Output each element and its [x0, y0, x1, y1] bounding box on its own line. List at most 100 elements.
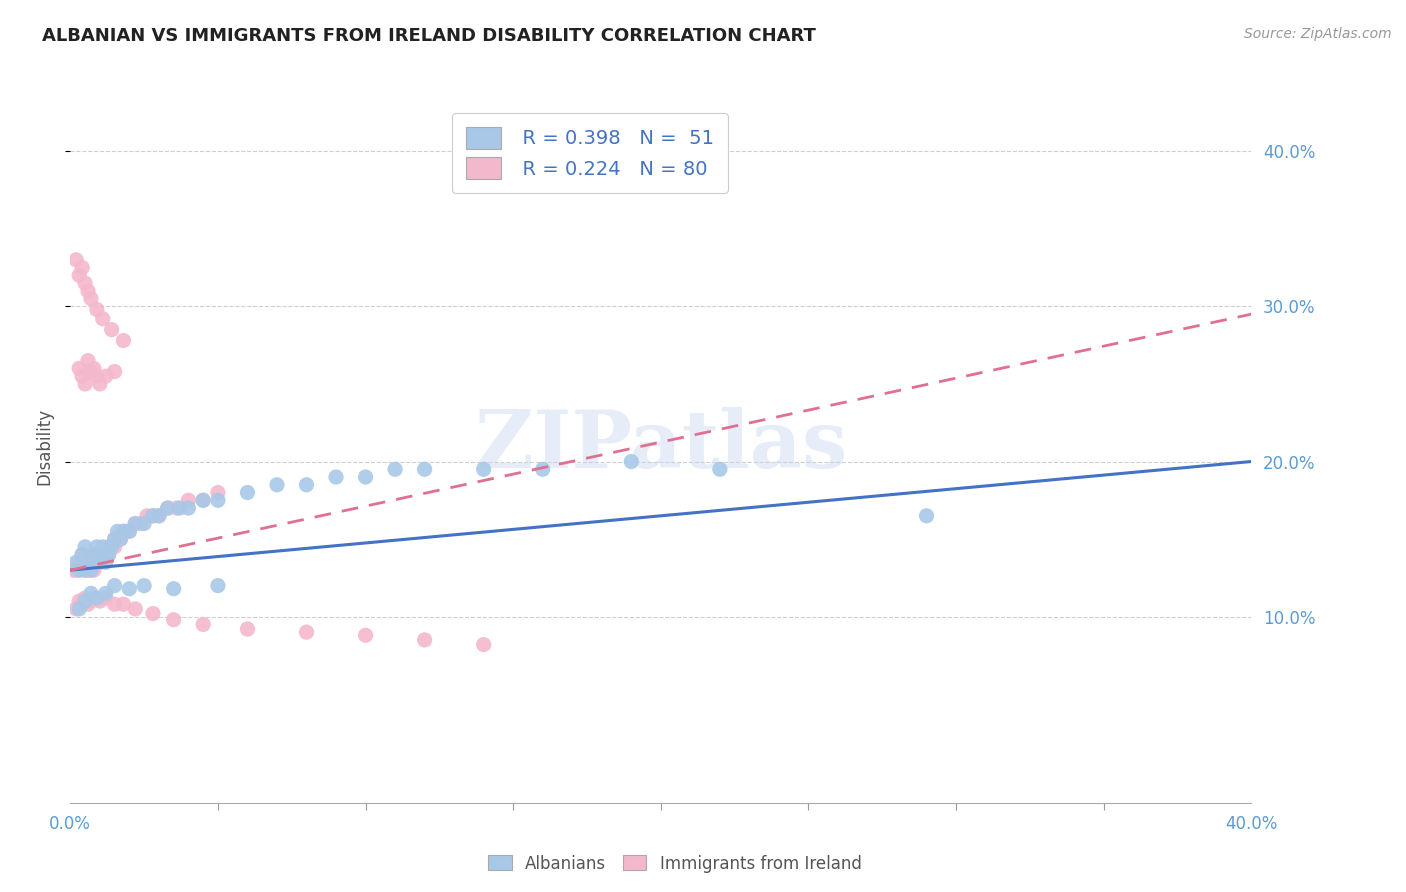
Point: [169, 501, 191, 516]
Point: [86, 555, 108, 569]
Point: [80, 594, 103, 608]
Point: [83, 591, 105, 605]
Point: [77, 555, 100, 569]
Point: [94, 548, 117, 562]
Point: [156, 501, 179, 516]
Point: [86, 302, 108, 317]
Point: [67, 555, 90, 569]
Point: [163, 613, 186, 627]
Point: [132, 516, 156, 531]
Point: [75, 591, 96, 605]
Point: [75, 276, 96, 290]
Point: [620, 454, 643, 468]
Point: [104, 532, 127, 546]
Point: [77, 284, 100, 298]
Point: [295, 477, 318, 491]
Point: [80, 563, 103, 577]
Point: [531, 462, 554, 476]
Y-axis label: Disability: Disability: [35, 408, 53, 484]
Point: [89, 376, 111, 391]
Point: [89, 555, 111, 569]
Point: [65, 602, 87, 616]
Point: [70, 260, 93, 275]
Point: [89, 548, 111, 562]
Point: [86, 591, 108, 605]
Point: [191, 493, 214, 508]
Point: [77, 353, 100, 368]
Point: [75, 563, 96, 577]
Point: [80, 586, 103, 600]
Point: [67, 268, 90, 283]
Point: [67, 361, 90, 376]
Point: [75, 563, 96, 577]
Point: [70, 555, 93, 569]
Point: [100, 540, 122, 554]
Point: [413, 632, 436, 647]
Point: [70, 369, 93, 384]
Point: [80, 563, 103, 577]
Point: [129, 516, 152, 531]
Point: [77, 555, 100, 569]
Point: [94, 586, 117, 600]
Point: [83, 563, 105, 577]
Point: [75, 555, 96, 569]
Point: [97, 548, 120, 562]
Point: [166, 501, 188, 516]
Point: [91, 548, 114, 562]
Point: [107, 532, 129, 546]
Point: [104, 365, 127, 379]
Point: [207, 579, 229, 593]
Point: [266, 477, 288, 491]
Point: [118, 524, 141, 539]
Point: [177, 501, 200, 516]
Point: [75, 376, 96, 391]
Point: [97, 540, 120, 554]
Point: [177, 493, 200, 508]
Point: [142, 508, 165, 523]
Point: [156, 501, 179, 516]
Point: [236, 485, 259, 500]
Point: [83, 548, 105, 562]
Point: [80, 365, 103, 379]
Point: [413, 462, 436, 476]
Point: [124, 602, 146, 616]
Point: [191, 617, 214, 632]
Point: [472, 638, 495, 652]
Point: [148, 508, 170, 523]
Point: [107, 524, 129, 539]
Point: [236, 622, 259, 636]
Point: [67, 602, 90, 616]
Point: [112, 524, 135, 539]
Point: [132, 579, 156, 593]
Point: [110, 532, 132, 546]
Point: [207, 493, 229, 508]
Point: [94, 369, 117, 384]
Point: [83, 555, 105, 569]
Point: [384, 462, 406, 476]
Point: [191, 493, 214, 508]
Point: [112, 597, 135, 611]
Point: [163, 582, 186, 596]
Point: [83, 361, 105, 376]
Point: [80, 555, 103, 569]
Point: [136, 508, 159, 523]
Point: [104, 532, 127, 546]
Text: ZIPatlas: ZIPatlas: [475, 407, 846, 485]
Point: [86, 548, 108, 562]
Point: [80, 292, 103, 306]
Point: [118, 524, 141, 539]
Point: [104, 597, 127, 611]
Point: [100, 323, 122, 337]
Point: [65, 252, 87, 267]
Point: [325, 470, 347, 484]
Point: [67, 563, 90, 577]
Point: [67, 594, 90, 608]
Text: Source: ZipAtlas.com: Source: ZipAtlas.com: [1244, 27, 1392, 41]
Point: [77, 563, 100, 577]
Point: [115, 524, 138, 539]
Point: [70, 548, 93, 562]
Point: [148, 508, 170, 523]
Point: [112, 334, 135, 348]
Point: [70, 548, 93, 562]
Point: [91, 540, 114, 554]
